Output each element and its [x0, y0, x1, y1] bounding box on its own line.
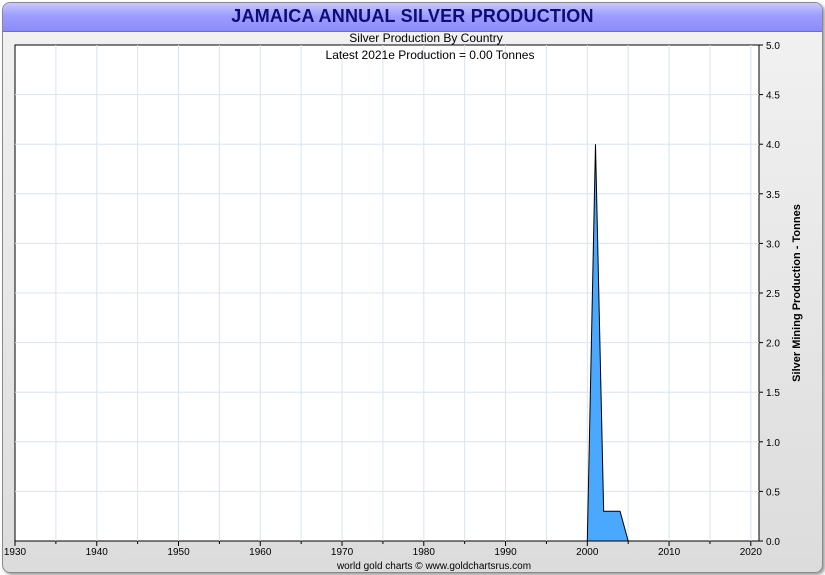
y-tick-label: 1.0: [766, 438, 780, 449]
latest-production-note: Latest 2021e Production = 0.00 Tonnes: [326, 48, 535, 62]
chart-title: JAMAICA ANNUAL SILVER PRODUCTION: [231, 6, 594, 26]
y-tick-label: 2.5: [766, 289, 780, 300]
y-axis-label: Silver Mining Production - Tonnes: [791, 204, 803, 382]
chart-subtitle: Silver Production By Country: [349, 31, 502, 45]
x-tick-label: 1950: [167, 547, 190, 558]
y-tick-label: 4.5: [766, 91, 780, 102]
y-tick-label: 2.0: [766, 339, 780, 350]
x-tick-label: 1930: [4, 547, 27, 558]
y-tick-label: 3.0: [766, 239, 780, 250]
x-tick-label: 1960: [249, 547, 272, 558]
production-area: [579, 144, 637, 542]
x-tick-label: 1990: [494, 547, 517, 558]
x-tick-label: 2010: [658, 547, 681, 558]
y-tick-label: 4.0: [766, 140, 780, 151]
x-tick-label: 2020: [740, 547, 763, 558]
y-tick-label: 0.0: [766, 537, 780, 548]
y-tick-label: 1.5: [766, 388, 780, 399]
y-tick-label: 0.5: [766, 487, 780, 498]
footer-credit: world gold charts © www.goldchartsrus.co…: [336, 561, 531, 572]
y-tick-label: 3.5: [766, 190, 780, 201]
y-tick-label: 5.0: [766, 41, 780, 52]
gridlines: [15, 45, 759, 541]
x-tick-label: 1980: [413, 547, 436, 558]
area-series: [579, 144, 637, 542]
x-tick-label: 2000: [576, 547, 599, 558]
axes: 1930 1940 1950 1960 1970 1980 1990 2000 2010 2020…: [4, 41, 780, 558]
x-tick-label: 1970: [331, 547, 354, 558]
title-bar: JAMAICA ANNUAL SILVER PRODUCTION: [3, 3, 822, 32]
x-tick-label: 1940: [86, 547, 109, 558]
